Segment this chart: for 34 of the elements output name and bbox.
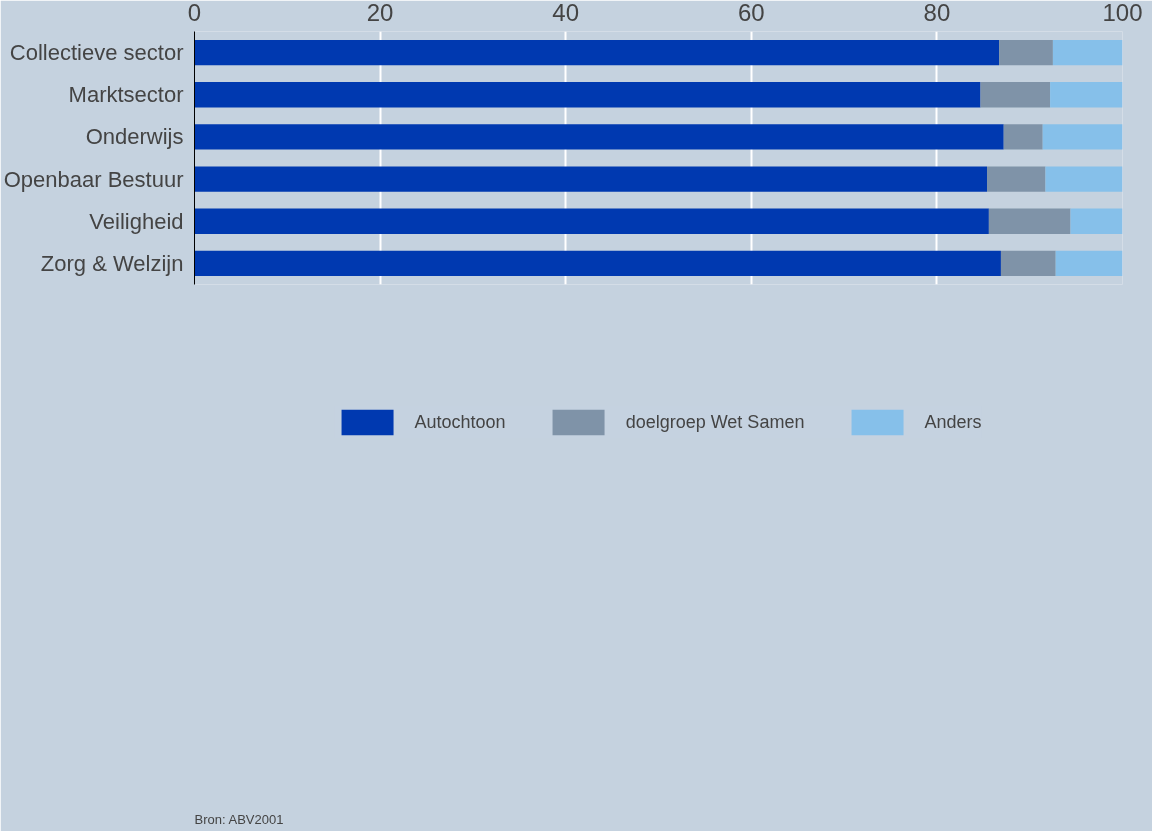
x-tick-label: 80 [923, 0, 951, 26]
y-tick-label: Onderwijs [85, 124, 184, 150]
bar [194, 39, 1000, 66]
x-tick-label: 60 [737, 0, 765, 26]
bar [988, 208, 1071, 234]
x-tick-label: 40 [552, 0, 580, 26]
y-tick-label: Marktsector [68, 82, 184, 108]
bar [194, 166, 988, 192]
y-tick-label: Zorg & Welzijn [40, 250, 184, 276]
bar [987, 166, 1046, 192]
bar [999, 39, 1053, 66]
bar [1050, 82, 1123, 108]
legend-label: doelgroep Wet Samen [625, 411, 805, 433]
y-tick-label: Veiligheid [89, 208, 184, 234]
legend-label: Autochtoon [414, 411, 506, 433]
bar [1055, 250, 1123, 277]
y-tick-label: Collectieve sector [9, 40, 184, 66]
x-tick-label: 20 [366, 0, 394, 26]
x-tick-label: 0 [187, 0, 202, 26]
bar [194, 208, 989, 234]
y-tick-label: Openbaar Bestuur [3, 166, 184, 192]
bar [1070, 208, 1123, 234]
bar [1052, 39, 1123, 66]
bar [1042, 124, 1123, 150]
bar [1003, 124, 1043, 150]
bar [980, 82, 1051, 108]
x-tick-label: 100 [1102, 0, 1143, 26]
bar [194, 82, 981, 108]
bar [194, 124, 1004, 150]
legend-label: Anders [924, 411, 982, 433]
bar [1045, 166, 1123, 192]
bar [194, 250, 1001, 277]
bar [1000, 250, 1056, 277]
text: Bron: ABV2001 [194, 811, 284, 827]
